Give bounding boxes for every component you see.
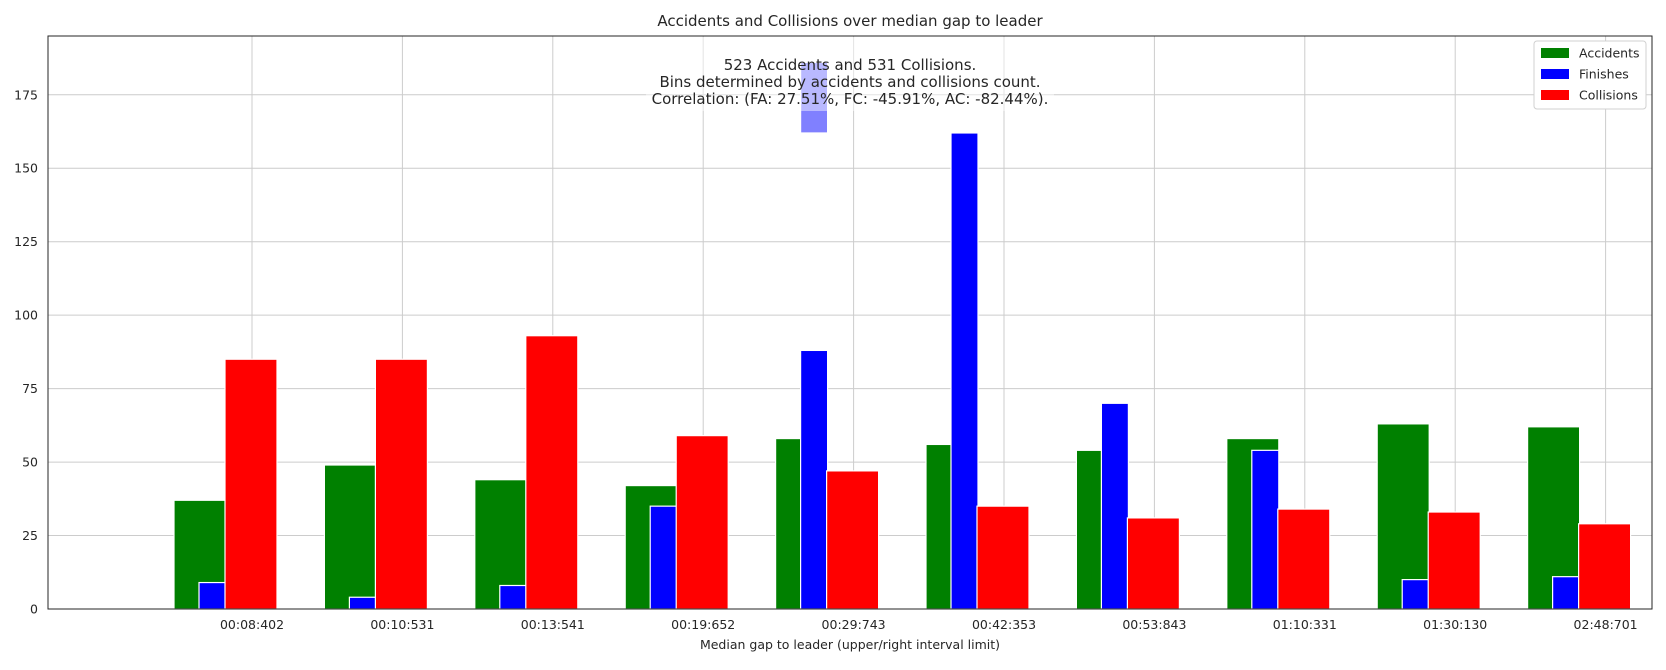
- bar-finishes-9: [1551, 576, 1581, 610]
- annotation-box: 523 Accidents and 531 Collisions.Bins de…: [646, 37, 1054, 111]
- y-tick-label: 100: [14, 308, 38, 323]
- y-tick-label: 50: [22, 455, 38, 470]
- legend-swatch-collisions: [1541, 90, 1569, 100]
- y-tick-label: 75: [22, 381, 38, 396]
- legend-swatch-finishes: [1541, 69, 1569, 79]
- bar-finishes-2: [499, 584, 528, 610]
- bar-accidents-8: [1376, 423, 1430, 610]
- bar-collisions-4: [825, 470, 880, 610]
- x-tick-label: 00:29:743: [822, 617, 886, 632]
- legend-label-collisions: Collisions: [1579, 88, 1638, 103]
- chart-title: Accidents and Collisions over median gap…: [657, 12, 1043, 30]
- bar-finishes-3: [649, 505, 678, 610]
- bar-finishes-1: [348, 596, 377, 610]
- bar-collisions-6: [1126, 517, 1181, 610]
- bar-finishes-clipped-excess: [799, 61, 829, 134]
- x-tick-label: 00:08:402: [220, 617, 284, 632]
- annotation-line: Correlation: (FA: 27.51%, FC: -45.91%, A…: [652, 90, 1049, 108]
- x-tick-label: 02:48:701: [1574, 617, 1638, 632]
- bar-collisions-0: [224, 358, 278, 610]
- bar-collisions-7: [1277, 508, 1331, 610]
- x-tick-labels: 00:08:402 00:10:531 00:13:541 00:19:652 00:2…: [220, 617, 1638, 632]
- x-axis-label: Median gap to leader (upper/right interv…: [700, 637, 1000, 652]
- bar-finishes-7: [1251, 449, 1280, 610]
- bar-accidents-1: [323, 464, 377, 610]
- x-tick-label: 00:42:353: [972, 617, 1036, 632]
- y-tick-label: 175: [14, 87, 38, 102]
- legend-swatch-accidents: [1541, 48, 1569, 58]
- legend-label-finishes: Finishes: [1579, 67, 1629, 82]
- bar-collisions-3: [675, 435, 729, 610]
- annotation-background: [646, 37, 1054, 111]
- x-tick-label: 01:30:130: [1423, 617, 1487, 632]
- y-tick-label: 0: [30, 602, 38, 617]
- bar-layer: [173, 61, 1632, 610]
- bar-finishes-8: [1401, 579, 1430, 610]
- legend: Accidents Finishes Collisions: [1533, 40, 1647, 110]
- bar-collisions-8: [1427, 511, 1481, 610]
- bar-collisions-5: [976, 505, 1030, 610]
- plot-frame: [47, 35, 1653, 610]
- bar-finishes-5: [950, 132, 979, 610]
- bar-collisions-2: [525, 335, 579, 610]
- y-tick-label: 25: [22, 528, 38, 543]
- x-tick-label: 00:10:531: [370, 617, 434, 632]
- annotation-line: Bins determined by accidents and collisi…: [659, 73, 1040, 91]
- annotation-line: 523 Accidents and 531 Collisions.: [724, 56, 977, 74]
- legend-label-accidents: Accidents: [1579, 46, 1640, 61]
- y-tick-labels: 0 25 50 75 100 125 150 175: [14, 87, 38, 616]
- bar-finishes-4: [799, 349, 829, 610]
- bar-collisions-1: [374, 358, 428, 610]
- y-tick-label: 125: [14, 234, 38, 249]
- y-tick-label: 150: [14, 161, 38, 176]
- bar-finishes-0: [198, 581, 227, 610]
- bar-collisions-9: [1577, 523, 1632, 610]
- bar-finishes-6: [1100, 402, 1130, 610]
- x-tick-label: 01:10:331: [1273, 617, 1337, 632]
- x-tick-label: 00:13:541: [521, 617, 585, 632]
- x-tick-label: 00:53:843: [1122, 617, 1186, 632]
- x-tick-label: 00:19:652: [671, 617, 735, 632]
